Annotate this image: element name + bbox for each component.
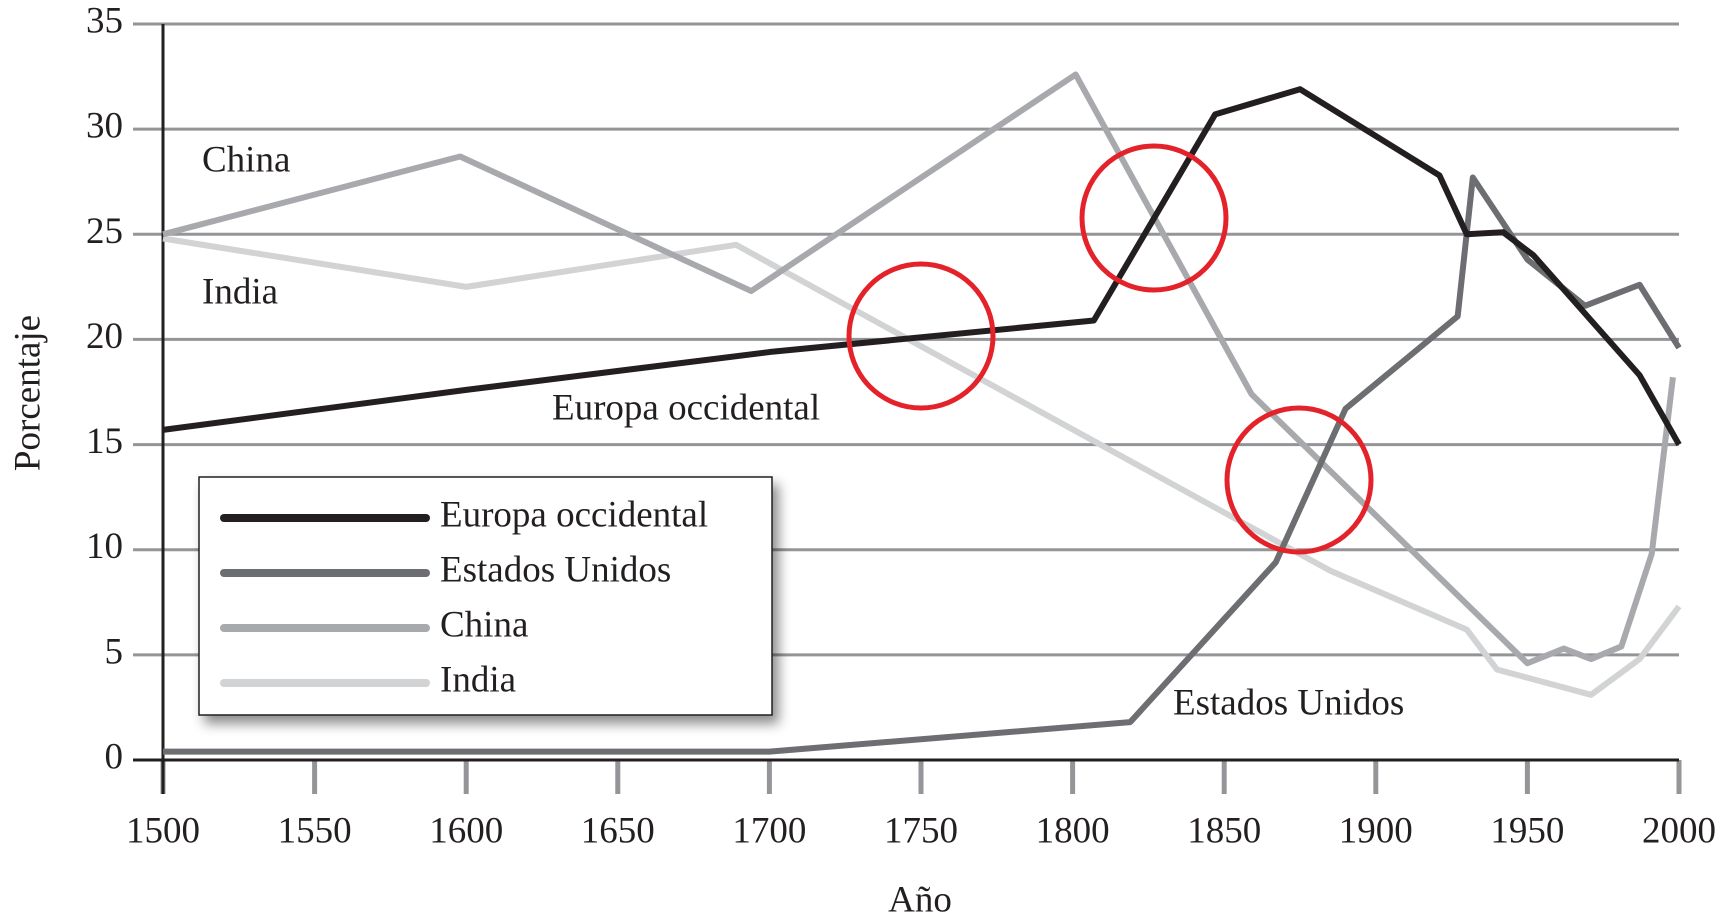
annotation: China <box>202 139 290 180</box>
x-tick-label: 2000 <box>1642 810 1716 851</box>
highlight-circle <box>1079 143 1229 293</box>
legend-label: China <box>440 604 528 645</box>
legend-label: Europa occidental <box>440 494 708 535</box>
x-tick-label: 1750 <box>884 810 958 851</box>
x-tick-label: 1950 <box>1490 810 1564 851</box>
x-axis-label: Año <box>888 879 952 917</box>
legend-label: Estados Unidos <box>440 549 671 590</box>
y-tick-label: 5 <box>105 631 124 672</box>
grid: 0 5 10 15 20 25 30 35 1500 1550 1600 1650 1700 1750 18… <box>86 0 1716 851</box>
labels: China India Europa occidental Estados Unido… <box>202 139 1404 723</box>
x-tick-label: 1800 <box>1036 810 1110 851</box>
series-line <box>163 174 1682 755</box>
x-tick-label: 1600 <box>429 810 503 851</box>
x-tick-label: 1500 <box>126 810 200 851</box>
y-tick-label: 10 <box>86 526 123 567</box>
highlight-circle <box>1224 405 1374 555</box>
annotation: India <box>202 271 278 312</box>
y-axis-label: Porcentaje <box>7 315 48 471</box>
lines <box>162 71 1682 755</box>
y-tick-label: 30 <box>86 106 123 147</box>
y-tick-label: 25 <box>86 211 123 252</box>
y-tick-label: 35 <box>86 0 123 41</box>
legend-label: India <box>440 659 516 700</box>
y-tick-label: 20 <box>86 316 123 357</box>
series-line <box>162 71 1676 667</box>
y-tick-label: 0 <box>105 736 124 777</box>
annotation: Estados Unidos <box>1173 682 1404 723</box>
x-tick-label: 1850 <box>1187 810 1261 851</box>
legend: Europa occidental Estados Unidos China Indi… <box>198 476 773 716</box>
x-tick-label: 1650 <box>581 810 655 851</box>
annotation: Europa occidental <box>552 387 820 428</box>
highlight-circles <box>846 143 1374 555</box>
x-tick-label: 1900 <box>1339 810 1413 851</box>
y-tick-label: 15 <box>86 421 123 462</box>
x-tick-label: 1550 <box>278 810 352 851</box>
series-line <box>162 235 1682 698</box>
highlight-circle <box>846 261 996 411</box>
x-tick-label: 1700 <box>732 810 806 851</box>
series-line <box>162 86 1682 447</box>
